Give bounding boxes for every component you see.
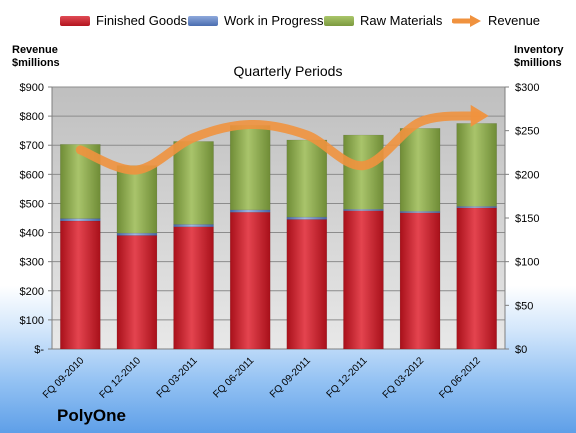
legend-swatch-finished-goods [60,15,90,26]
right-tick-label: $250 [515,126,539,138]
bar-raw-materials [116,165,158,234]
right-axis-title-line1: Inventory [514,44,564,56]
left-tick-label: $900 [20,82,44,94]
legend-swatch-work-in-progress [188,15,218,26]
legend-item-revenue: Revenue [452,13,540,28]
bar-finished-goods [343,210,384,350]
bar-raw-materials [399,128,441,212]
right-axis-title: Inventory $millions [514,44,564,70]
x-tick-label: FQ 12-2011 [325,355,370,400]
bar-raw-materials [343,134,384,210]
legend-item-finished-goods: Finished Goods [60,13,187,28]
left-tick-label: $100 [20,315,44,327]
bar-work-in-progress [173,224,214,227]
right-tick-label: $50 [515,300,533,312]
right-tick-label: $200 [515,169,539,181]
x-tick-label: FQ 06-2012 [437,355,483,401]
x-tick-label: FQ 12-2010 [98,355,144,401]
bar-finished-goods [60,220,101,350]
bar-finished-goods [229,211,271,350]
legend-item-work-in-progress: Work in Progress [188,13,323,28]
bar-finished-goods [173,226,214,350]
legend: Finished Goods Work in Progress Raw Mate… [60,13,560,33]
x-tick-label: FQ 03-2011 [155,355,200,400]
left-axis-title-line2: $millions [12,57,60,69]
legend-label-work-in-progress: Work in Progress [224,13,324,28]
left-tick-label: $600 [20,169,44,181]
legend-swatch-raw-materials [324,15,354,26]
right-tick-label: $150 [515,213,539,225]
left-tick-label: $500 [20,198,44,210]
bar-work-in-progress [60,218,101,222]
revenue-arrowhead [470,104,489,127]
bar-work-in-progress [286,216,328,220]
x-tick-label: FQ 03-2012 [381,355,427,401]
bar-work-in-progress [229,209,271,213]
legend-label-raw-materials: Raw Materials [360,13,443,28]
bar-raw-materials [173,141,214,225]
left-tick-label: $800 [20,111,44,123]
x-tick-label: FQ 09-2011 [268,355,313,400]
right-tick-label: $100 [515,257,539,269]
bar-finished-goods [286,219,328,350]
right-tick-label: $300 [515,82,539,94]
chart-title: Quarterly Periods [233,63,343,79]
bar-finished-goods [399,212,441,350]
bar-finished-goods [116,235,158,350]
left-tick-label: $300 [20,257,44,269]
left-axis-title: Revenue $millions [12,44,60,70]
bar-finished-goods [456,207,497,350]
legend-label-revenue: Revenue [488,13,541,28]
left-tick-label: $700 [20,140,44,152]
bar-raw-materials [456,123,497,207]
bar-raw-materials [229,125,271,211]
company-name: PolyOne [57,406,126,425]
legend-label-finished-goods: Finished Goods [96,13,188,28]
left-tick-label: $200 [20,286,44,298]
x-tick-label: FQ 09-2010 [41,355,87,401]
revenue-line [75,111,482,175]
legend-arrow-revenue [452,14,481,27]
right-axis-title-line2: $millions [514,57,562,69]
left-tick-label: $400 [20,228,44,240]
x-tick-label: FQ 06-2011 [211,355,256,400]
right-tick-label: $0 [515,344,527,356]
bar-raw-materials [286,139,328,218]
bar-work-in-progress [116,232,158,236]
legend-item-raw-materials: Raw Materials [324,13,442,28]
left-tick-label: $- [34,344,44,356]
left-axis-title-line1: Revenue [12,44,58,56]
